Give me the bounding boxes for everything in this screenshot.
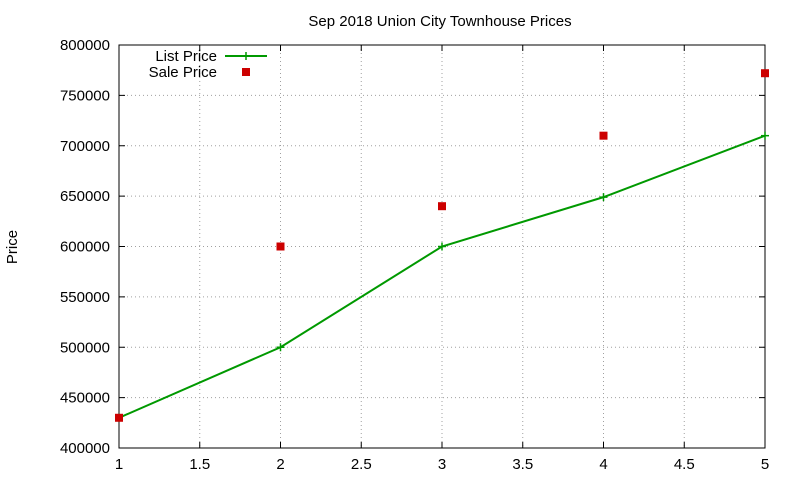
series-layer (115, 69, 769, 422)
legend-label: Sale Price (149, 64, 217, 81)
x-tick-label: 1 (115, 456, 123, 473)
legend-plus-marker (242, 52, 250, 60)
list-price-point (761, 131, 769, 140)
legend-label: List Price (155, 48, 217, 65)
y-tick-label: 800000 (60, 37, 110, 54)
y-tick-label: 400000 (60, 440, 110, 457)
series-sale-price (115, 69, 769, 422)
y-tick-label: 550000 (60, 289, 110, 306)
sale-price-point (276, 242, 285, 251)
list-price-point (438, 242, 446, 251)
y-tick-label: 650000 (60, 188, 110, 205)
list-price-point (599, 193, 608, 202)
x-tick-label: 1.5 (189, 456, 210, 473)
list-price-point (276, 343, 285, 352)
x-tick-label: 2 (276, 456, 284, 473)
sale-price-point (115, 413, 123, 422)
axis-ticks: 1 1.5 2 2.5 3 3.5 4 4.5 5 400000 450000 500000 55000… (60, 37, 769, 473)
y-axis-label: Price (4, 230, 21, 264)
x-tick-label: 3 (438, 456, 446, 473)
y-tick-label: 450000 (60, 390, 110, 407)
y-tick-label: 600000 (60, 239, 110, 256)
sale-price-point (599, 131, 608, 140)
sale-price-point (761, 69, 769, 78)
legend-square-swatch (242, 68, 250, 76)
x-tick-label: 2.5 (351, 456, 372, 473)
x-tick-label: 4.5 (674, 456, 695, 473)
sale-price-point (438, 202, 446, 211)
x-tick-label: 4 (599, 456, 607, 473)
x-tick-label: 5 (761, 456, 769, 473)
x-tick-label: 3.5 (512, 456, 533, 473)
y-tick-label: 500000 (60, 339, 110, 356)
chart-title: Sep 2018 Union City Townhouse Prices (308, 13, 571, 30)
y-tick-label: 700000 (60, 138, 110, 155)
y-tick-label: 750000 (60, 87, 110, 104)
